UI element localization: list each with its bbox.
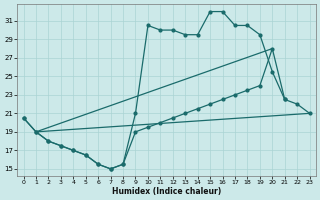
X-axis label: Humidex (Indice chaleur): Humidex (Indice chaleur) bbox=[112, 187, 221, 196]
